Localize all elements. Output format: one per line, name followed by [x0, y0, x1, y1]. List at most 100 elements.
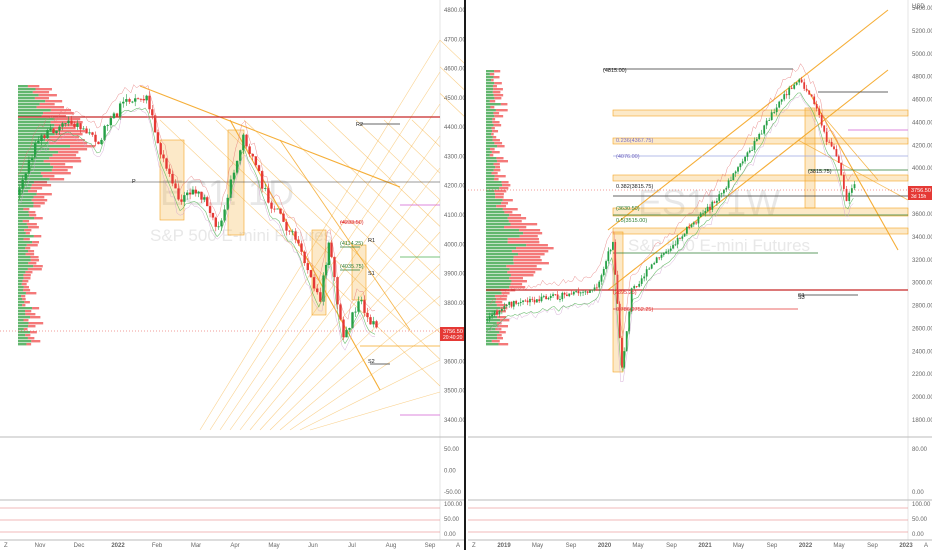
candle-body[interactable] [55, 130, 58, 134]
candle-body[interactable] [744, 156, 746, 162]
candle-body[interactable] [633, 286, 636, 289]
candle-body[interactable] [709, 206, 711, 210]
candle-body[interactable] [260, 171, 264, 189]
candle-body[interactable] [783, 94, 786, 100]
candle-body[interactable] [685, 227, 688, 234]
candle-body[interactable] [517, 303, 520, 304]
candle-body[interactable] [94, 134, 97, 142]
candle-body[interactable] [488, 316, 491, 320]
candle-body[interactable] [282, 213, 285, 222]
candle-body[interactable] [211, 213, 215, 218]
candle-body[interactable] [602, 269, 605, 276]
zone-rectangle[interactable] [612, 137, 909, 145]
candle-body[interactable] [43, 135, 46, 138]
channel-line[interactable] [299, 119, 441, 254]
channel-line[interactable] [355, 119, 441, 201]
candle-body[interactable] [648, 268, 651, 270]
candle-body[interactable] [165, 158, 168, 169]
candle-body[interactable] [220, 220, 223, 227]
candle-body[interactable] [679, 237, 681, 239]
candle-body[interactable] [672, 245, 674, 249]
candle-body[interactable] [755, 139, 758, 141]
channel-line[interactable] [817, 109, 879, 181]
candle-body[interactable] [64, 123, 67, 125]
candle-body[interactable] [813, 96, 816, 105]
auto-scale-toggle[interactable]: A [924, 543, 928, 549]
candle-body[interactable] [595, 287, 598, 289]
candle-body[interactable] [803, 82, 806, 89]
candle-body[interactable] [790, 87, 793, 89]
candle-body[interactable] [270, 202, 273, 209]
candle-body[interactable] [148, 95, 151, 110]
candle-body[interactable] [97, 141, 100, 145]
candle-body[interactable] [58, 126, 61, 131]
candle-body[interactable] [515, 301, 518, 304]
candle-body[interactable] [650, 264, 653, 269]
candle-body[interactable] [125, 99, 128, 102]
candle-body[interactable] [739, 163, 742, 168]
candle-body[interactable] [788, 87, 791, 96]
candle-body[interactable] [623, 351, 626, 368]
candle-body[interactable] [519, 301, 522, 304]
candle-body[interactable] [559, 299, 561, 300]
candle-body[interactable] [732, 173, 735, 181]
candle-body[interactable] [372, 321, 375, 325]
candle-body[interactable] [333, 256, 336, 278]
channel-line[interactable] [279, 295, 441, 431]
candle-body[interactable] [512, 301, 515, 307]
candle-body[interactable] [808, 90, 811, 95]
channel-line[interactable] [439, 39, 464, 120]
current-price-tag[interactable] [440, 327, 464, 341]
candle-body[interactable] [688, 227, 691, 228]
candle-body[interactable] [360, 300, 363, 302]
candle-body[interactable] [118, 103, 122, 117]
candle-body[interactable] [37, 141, 40, 144]
candle-body[interactable] [306, 263, 309, 271]
candle-body[interactable] [531, 298, 534, 300]
candle-body[interactable] [616, 274, 619, 304]
candle-body[interactable] [112, 113, 116, 119]
candle-body[interactable] [785, 94, 788, 96]
weekly-chart-canvas[interactable]: 5400.00 5200.00 5000.00 4800.00 4600.00 4400.… [468, 0, 932, 550]
candle-body[interactable] [697, 216, 700, 224]
candle-body[interactable] [655, 257, 658, 263]
candle-body[interactable] [618, 303, 621, 338]
candle-body[interactable] [500, 308, 503, 311]
candle-body[interactable] [229, 179, 233, 198]
candle-body[interactable] [67, 120, 70, 124]
channel-line[interactable] [139, 85, 401, 188]
candle-body[interactable] [702, 213, 704, 215]
candle-body[interactable] [109, 118, 113, 126]
candle-body[interactable] [309, 270, 313, 278]
candle-body[interactable] [746, 152, 749, 157]
candle-body[interactable] [690, 224, 693, 228]
candle-body[interactable] [699, 213, 702, 217]
candle-body[interactable] [711, 201, 714, 210]
candle-body[interactable] [245, 134, 248, 147]
candle-body[interactable] [168, 168, 171, 174]
candle-body[interactable] [669, 248, 672, 251]
candle-body[interactable] [134, 98, 137, 102]
candle-body[interactable] [653, 262, 656, 265]
candle-body[interactable] [491, 314, 493, 317]
channel-line[interactable] [299, 359, 441, 431]
candle-body[interactable] [577, 291, 580, 294]
candle-body[interactable] [535, 299, 538, 303]
candle-body[interactable] [727, 180, 730, 188]
candle-body[interactable] [339, 304, 342, 320]
channel-line[interactable] [607, 9, 889, 231]
candle-body[interactable] [810, 94, 813, 97]
candle-body[interactable] [61, 123, 64, 127]
candle-body[interactable] [291, 231, 294, 233]
candle-body[interactable] [279, 208, 282, 214]
candle-body[interactable] [579, 292, 582, 294]
candle-body[interactable] [692, 222, 695, 225]
candle-body[interactable] [106, 125, 109, 127]
candle-body[interactable] [823, 125, 826, 132]
channel-line[interactable] [229, 135, 441, 431]
candle-body[interactable] [591, 289, 594, 291]
candle-body[interactable] [267, 188, 270, 203]
candle-body[interactable] [174, 183, 177, 189]
candle-body[interactable] [605, 261, 607, 270]
candle-body[interactable] [575, 291, 578, 292]
